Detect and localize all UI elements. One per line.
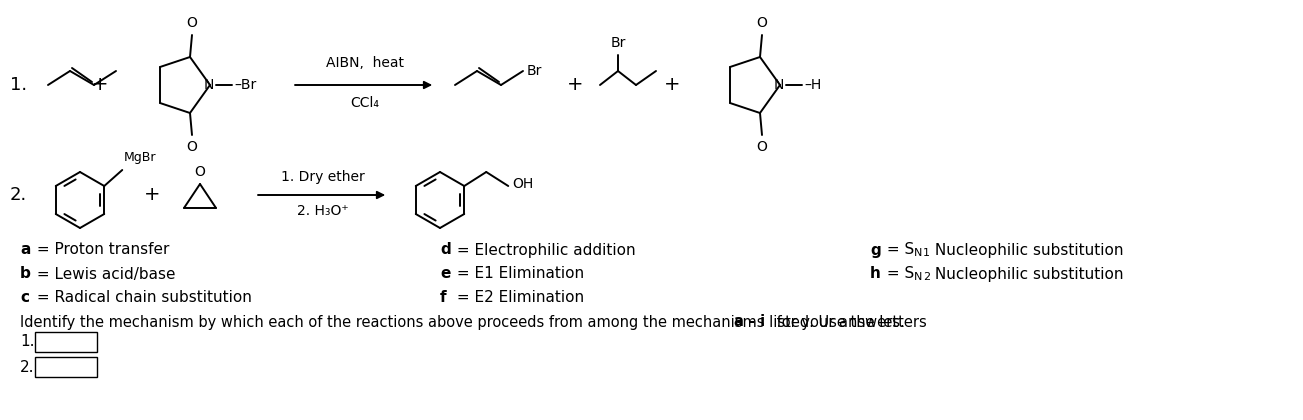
Text: O: O — [194, 165, 206, 179]
Text: 2. H₃O⁺: 2. H₃O⁺ — [297, 204, 349, 218]
Text: for your answers.: for your answers. — [771, 315, 904, 330]
Text: –H: –H — [804, 78, 821, 92]
Text: 2.: 2. — [20, 360, 34, 375]
Text: –Br: –Br — [235, 78, 257, 92]
Text: N: N — [913, 272, 923, 282]
Text: 2.: 2. — [10, 186, 27, 204]
Text: = E1 Elimination: = E1 Elimination — [452, 267, 584, 281]
Text: 2: 2 — [923, 272, 930, 282]
Text: h: h — [870, 267, 881, 281]
Text: N: N — [774, 78, 784, 92]
Text: a - i: a - i — [734, 315, 765, 330]
Text: +: + — [91, 76, 108, 94]
Text: Nucleophilic substitution: Nucleophilic substitution — [930, 267, 1123, 281]
Bar — [35, 357, 96, 377]
Text: +: + — [663, 76, 680, 94]
Text: N: N — [203, 78, 214, 92]
Text: a: a — [20, 242, 30, 257]
Text: Br: Br — [610, 36, 625, 50]
Text: f: f — [440, 291, 447, 305]
Text: = E2 Elimination: = E2 Elimination — [452, 291, 584, 305]
Text: OH: OH — [512, 177, 533, 191]
Text: Nucleophilic substitution: Nucleophilic substitution — [930, 242, 1123, 257]
Text: = S: = S — [882, 242, 915, 257]
Text: O: O — [757, 16, 767, 30]
Text: d: d — [440, 242, 451, 257]
Text: Br: Br — [526, 64, 542, 78]
Text: CCl₄: CCl₄ — [351, 96, 379, 110]
Text: 1: 1 — [923, 248, 930, 258]
Text: = Radical chain substitution: = Radical chain substitution — [33, 291, 251, 305]
Text: N: N — [913, 248, 923, 258]
Text: 1. Dry ether: 1. Dry ether — [281, 170, 365, 184]
Text: O: O — [757, 140, 767, 154]
Text: Identify the mechanism by which each of the reactions above proceeds from among : Identify the mechanism by which each of … — [20, 315, 932, 330]
Text: g: g — [870, 242, 881, 257]
Text: O: O — [186, 16, 198, 30]
Bar — [35, 332, 96, 352]
Text: +: + — [143, 186, 160, 205]
Text: 1.: 1. — [20, 334, 34, 349]
Text: = Lewis acid/base: = Lewis acid/base — [33, 267, 176, 281]
Text: 1.: 1. — [10, 76, 27, 94]
Text: = S: = S — [882, 267, 915, 281]
Text: = Proton transfer: = Proton transfer — [33, 242, 169, 257]
Text: AIBN,  heat: AIBN, heat — [326, 56, 404, 70]
Text: = Electrophilic addition: = Electrophilic addition — [452, 242, 636, 257]
Text: b: b — [20, 267, 31, 281]
Text: e: e — [440, 267, 451, 281]
Text: MgBr: MgBr — [124, 152, 156, 165]
Text: O: O — [186, 140, 198, 154]
Text: c: c — [20, 291, 29, 305]
Text: +: + — [567, 76, 584, 94]
